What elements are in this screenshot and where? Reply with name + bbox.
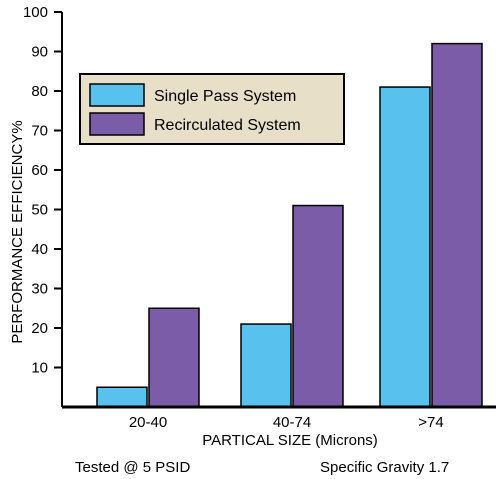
y-tick-label: 80 [31, 83, 48, 100]
y-tick-label: 100 [23, 4, 48, 21]
bar-single-pass [240, 323, 292, 408]
legend-label: Single Pass System [154, 88, 296, 105]
x-tick-label: >74 [418, 414, 443, 431]
bar-single-pass [379, 86, 431, 408]
y-axis-label: PERFORMANCE EFFICIENCY% [9, 120, 26, 343]
x-axis-ticks: 20-40 40-74 >74 [129, 414, 444, 431]
x-tick-label: 20-40 [129, 414, 167, 431]
bars [96, 42, 483, 408]
x-tick-label: 40-74 [273, 414, 311, 431]
x-axis-label: PARTICAL SIZE (Microns) [202, 432, 378, 449]
legend: Single Pass System Recirculated System [79, 73, 345, 145]
y-axis-ticks: 10 20 30 40 50 60 70 80 90 100 [23, 4, 62, 377]
y-tick-label: 60 [31, 162, 48, 179]
bar-recirculated [431, 42, 483, 408]
y-tick-label: 10 [31, 360, 48, 377]
y-tick-label: 30 [31, 281, 48, 298]
bar-recirculated [292, 204, 344, 408]
y-tick-label: 70 [31, 123, 48, 140]
y-tick-label: 40 [31, 241, 48, 258]
y-tick-label: 90 [31, 44, 48, 61]
y-tick-label: 20 [31, 320, 48, 337]
legend-swatch [89, 83, 145, 107]
legend-label: Recirculated System [154, 117, 301, 134]
footnote-specific-gravity: Specific Gravity 1.7 [320, 459, 449, 476]
legend-swatch [89, 112, 145, 136]
bar-single-pass [96, 386, 148, 408]
y-tick-label: 50 [31, 202, 48, 219]
bar-recirculated [148, 307, 200, 408]
footnote-test-pressure: Tested @ 5 PSID [75, 459, 190, 476]
